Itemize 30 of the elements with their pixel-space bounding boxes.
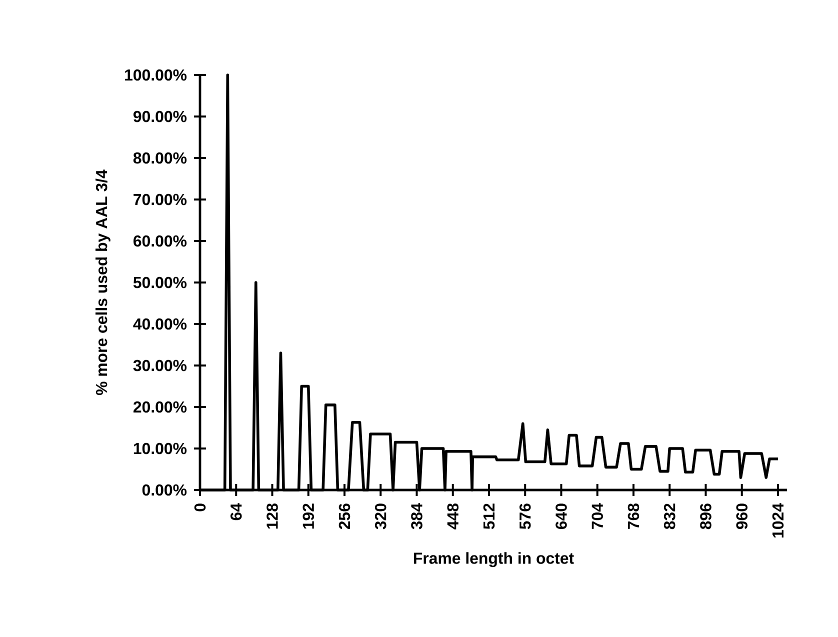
x-tick-label: 384	[411, 503, 422, 530]
x-tick-label: 960	[736, 504, 748, 530]
x-tick-label: 0	[194, 504, 206, 512]
y-axis-title: % more cells used by AAL 3/4	[96, 170, 110, 396]
x-tick-label: 704	[592, 503, 604, 529]
y-tick-label: 0.00%	[142, 484, 187, 496]
x-tick-label: 448	[447, 504, 459, 530]
x-tick-label: 1024	[772, 503, 784, 538]
y-tick-label: 70.00%	[134, 194, 187, 206]
y-tick-label: 80.00%	[133, 152, 187, 164]
y-tick-label: 60.00%	[134, 235, 187, 247]
x-tick-label: 128	[266, 504, 278, 529]
y-tick-label: 20.00%	[133, 401, 187, 413]
y-tick-label: 30.00%	[133, 360, 187, 372]
x-tick-label: 512	[483, 504, 495, 530]
x-tick-label: 576	[519, 504, 531, 530]
x-tick-label: 256	[338, 504, 350, 530]
x-tick-label: 320	[374, 504, 386, 530]
x-tick-label: 192	[302, 504, 314, 529]
x-tick-label: 64	[230, 503, 242, 520]
y-tick-label: 10.00%	[134, 442, 187, 454]
y-tick-label: 40.00%	[133, 318, 187, 330]
x-tick-label: 768	[628, 504, 640, 529]
y-tick-label: 100.00%	[125, 69, 187, 81]
x-tick-label: 896	[700, 504, 712, 530]
x-axis-title: Frame length in octet	[414, 552, 574, 568]
y-tick-label: 90.00%	[133, 110, 187, 122]
x-tick-label: 640	[556, 504, 567, 530]
x-tick-label: 832	[664, 504, 676, 530]
y-tick-label: 50.00%	[133, 276, 187, 288]
